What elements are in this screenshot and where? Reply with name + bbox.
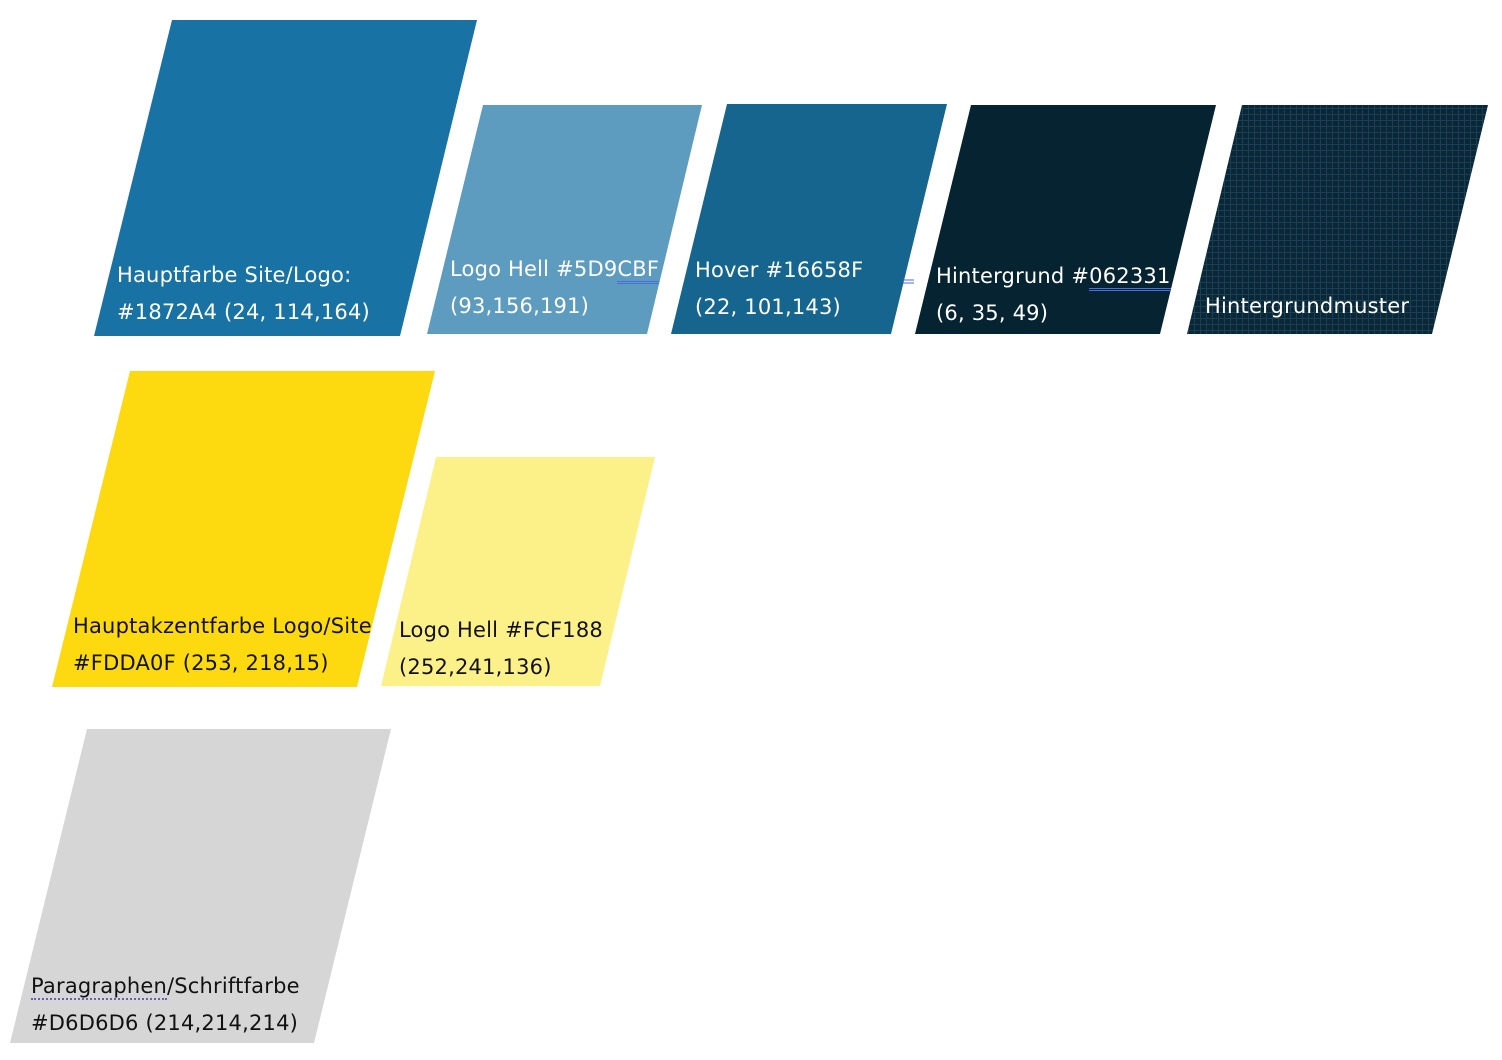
swatch-hintergrundmuster [1187, 105, 1488, 334]
label-hauptakzentfarbe-values: #FDDA0F (253, 218,15) [73, 651, 329, 675]
label-logo-hell-blue: Logo Hell #5D9CBF (93,156,191) [450, 251, 660, 325]
label-paragraphen-name: Paragraphen/Schriftfarbe [31, 968, 300, 1005]
label-hover: Hover #16658F (22, 101,143) [695, 252, 863, 326]
label-hintergrund-name-code: 062331 [1089, 264, 1171, 291]
swatch-hintergrund [915, 105, 1216, 334]
label-hover-name: Hover #16658F [695, 258, 864, 282]
label-paragraphen-name-part: Paragraphen [31, 974, 167, 1000]
label-hintergrundmuster: Hintergrundmuster [1205, 288, 1409, 325]
label-logo-hell-yellow-values: (252,241,136) [399, 655, 552, 679]
label-hintergrund-values: (6, 35, 49) [936, 301, 1049, 325]
swatch-hauptakzentfarbe [52, 371, 435, 687]
label-paragraphen-name-suffix: /Schriftfarbe [167, 974, 300, 998]
label-hintergrund-name: Hintergrund #062331 [936, 258, 1171, 295]
label-paragraphen-values: #D6D6D6 (214,214,214) [31, 1011, 299, 1035]
swatch-hover [671, 104, 947, 334]
label-paragraphen: Paragraphen/Schriftfarbe #D6D6D6 (214,21… [31, 968, 300, 1042]
label-hauptfarbe-name: Hauptfarbe Site/Logo: [117, 263, 352, 287]
swatch-logo-hell-yellow [381, 457, 655, 686]
label-hauptfarbe: Hauptfarbe Site/Logo: #1872A4 (24, 114,1… [117, 257, 370, 331]
label-hauptfarbe-values: #1872A4 (24, 114,164) [117, 300, 370, 324]
label-hintergrund: Hintergrund #062331 (6, 35, 49) [936, 258, 1171, 332]
label-logo-hell-blue-name: Logo Hell #5D9CBF [450, 251, 660, 288]
label-logo-hell-yellow-name: Logo Hell #FCF188 [399, 618, 603, 642]
label-hauptakzentfarbe: Hauptakzentfarbe Logo/Site #FDDA0F (253,… [73, 608, 372, 682]
label-hintergrundmuster-name: Hintergrundmuster [1205, 294, 1410, 318]
swatch-hauptfarbe [94, 20, 477, 336]
swatch-paragraphen [10, 729, 391, 1043]
label-logo-hell-blue-name-code: CBF [617, 257, 660, 284]
label-logo-hell-yellow: Logo Hell #FCF188 (252,241,136) [399, 612, 603, 686]
label-hauptakzentfarbe-name: Hauptakzentfarbe Logo/Site [73, 614, 372, 638]
label-hover-values: (22, 101,143) [695, 295, 841, 319]
label-hintergrund-name-part: Hintergrund # [936, 264, 1090, 288]
label-logo-hell-blue-name-part: Logo Hell #5D9 [450, 257, 618, 281]
swatch-logo-hell-blue [427, 105, 702, 334]
label-logo-hell-blue-values: (93,156,191) [450, 294, 590, 318]
